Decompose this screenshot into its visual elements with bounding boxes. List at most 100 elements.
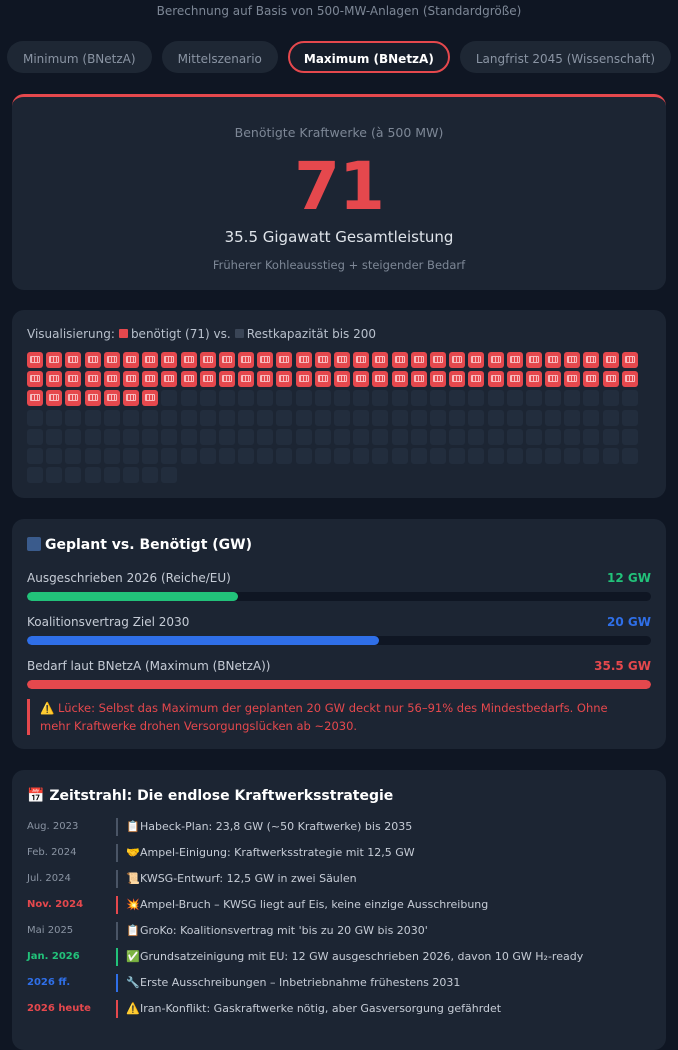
plant-needed-icon xyxy=(27,390,43,407)
plant-rest-cell xyxy=(218,428,235,445)
timeline-text: 📋GroKo: Koalitionsvertrag mit 'bis zu 20… xyxy=(126,924,428,937)
plant-needed-icon xyxy=(583,352,600,368)
timeline-text: 📜KWSG-Entwurf: 12,5 GW in zwei Säulen xyxy=(126,872,357,885)
visualization-card: Visualisierung: benötigt (71) vs. Restkapa… xyxy=(12,310,666,498)
plant-rest-cell xyxy=(314,390,331,407)
timeline-event-text: Ampel-Bruch – KWSG liegt auf Eis, keine … xyxy=(140,898,489,911)
bar-value: 35.5 GW xyxy=(594,659,651,673)
bar-track xyxy=(27,636,651,645)
plant-needed-icon xyxy=(468,352,485,368)
plant-rest-cell xyxy=(545,409,562,426)
plant-rest-cell xyxy=(353,447,370,464)
timeline-text: 🔧Erste Ausschreibungen – Inbetriebnahme … xyxy=(126,976,460,989)
timeline-marker xyxy=(116,922,118,940)
plant-rest-cell xyxy=(295,447,312,464)
timeline-date: 2026 ff. xyxy=(27,977,71,988)
plant-needed-icon xyxy=(583,371,600,388)
plant-needed-icon xyxy=(218,371,235,388)
plant-rest-cell xyxy=(468,447,485,464)
tab-langfrist[interactable]: Langfrist 2045 (Wissenschaft) xyxy=(459,41,672,73)
warning-icon: ⚠️ xyxy=(40,701,55,715)
bar-value: 20 GW xyxy=(607,615,651,629)
timeline-event-text: Ampel-Einigung: Kraftwerksstrategie mit … xyxy=(140,846,415,859)
plant-rest-cell xyxy=(334,428,350,445)
tab-mittelszenario[interactable]: Mittelszenario xyxy=(161,41,278,73)
plant-rest-cell xyxy=(84,467,101,484)
plant-rest-cell xyxy=(583,428,600,445)
plant-rest-cell xyxy=(103,409,120,426)
plant-rest-cell xyxy=(468,390,485,407)
plant-rest-cell xyxy=(391,447,408,464)
plant-rest-cell xyxy=(353,409,370,426)
plant-rest-cell xyxy=(257,447,274,464)
plant-rest-cell xyxy=(122,409,139,426)
viz-legend-rest: Restkapazität bis 200 xyxy=(246,327,377,341)
plant-rest-cell xyxy=(429,390,446,407)
plant-rest-cell xyxy=(276,390,293,407)
plant-rest-cell xyxy=(142,467,159,484)
bar-label: Ausgeschrieben 2026 (Reiche/EU) xyxy=(27,571,231,585)
plant-rest-cell xyxy=(84,409,101,426)
plant-rest-cell xyxy=(314,428,331,445)
plant-needed-icon xyxy=(506,371,523,388)
plant-needed-icon xyxy=(506,352,523,368)
plant-needed-icon xyxy=(161,352,178,368)
plant-rest-cell xyxy=(65,409,82,426)
plant-needed-icon xyxy=(621,352,638,368)
plant-needed-icon xyxy=(429,352,446,368)
scenario-tabs: Minimum (BNetzA) Mittelszenario Maximum … xyxy=(0,41,678,73)
plant-needed-icon xyxy=(84,371,101,388)
bar-fill xyxy=(27,680,651,689)
plant-rest-cell xyxy=(410,390,427,407)
timeline-date: Jul. 2024 xyxy=(27,873,71,884)
plant-needed-icon xyxy=(410,371,427,388)
plant-needed-icon xyxy=(46,390,63,407)
timeline-date: Nov. 2024 xyxy=(27,899,84,910)
plant-rest-cell xyxy=(238,390,255,407)
bar-label: Bedarf laut BNetzA (Maximum (BNetzA)) xyxy=(27,659,271,673)
plant-needed-icon xyxy=(487,352,504,368)
tab-minimum[interactable]: Minimum (BNetzA) xyxy=(6,41,152,73)
plant-rest-cell xyxy=(487,390,504,407)
plant-needed-icon xyxy=(180,352,197,368)
plant-rest-cell xyxy=(487,447,504,464)
plant-rest-cell xyxy=(334,390,350,407)
plant-rest-cell xyxy=(564,409,581,426)
tab-maximum[interactable]: Maximum (BNetzA) xyxy=(287,41,450,73)
plant-rest-cell xyxy=(180,428,197,445)
plant-needed-icon xyxy=(218,352,235,368)
plant-rest-cell xyxy=(199,390,216,407)
plant-rest-cell xyxy=(564,428,581,445)
plant-rest-cell xyxy=(238,428,255,445)
bar-fill xyxy=(27,592,238,601)
plant-needed-icon xyxy=(46,352,63,368)
timeline-card: 📅 Zeitstrahl: Die endlose Kraftwerksstra… xyxy=(12,770,666,1050)
timeline-text: ⚠️Iran-Konflikt: Gaskraftwerke nötig, ab… xyxy=(126,1002,501,1015)
timeline-event-icon: 📋 xyxy=(126,924,140,937)
timeline-item: Jul. 2024 📜KWSG-Entwurf: 12,5 GW in zwei … xyxy=(27,870,657,890)
total-capacity: 35.5 Gigawatt Gesamtleistung xyxy=(224,228,454,246)
plant-rest-cell xyxy=(84,447,101,464)
bar-fill xyxy=(27,636,379,645)
plant-rest-cell xyxy=(583,390,600,407)
plant-needed-icon xyxy=(84,352,101,368)
plant-rest-cell xyxy=(583,409,600,426)
plant-rest-cell xyxy=(429,428,446,445)
plant-needed-icon xyxy=(103,371,120,388)
plant-rest-cell xyxy=(545,428,562,445)
plant-rest-cell xyxy=(391,409,408,426)
plant-needed-icon xyxy=(372,371,389,388)
timeline-title: Zeitstrahl: Die endlose Kraftwerksstrate… xyxy=(49,788,394,804)
plant-rest-cell xyxy=(199,428,216,445)
result-label: Benötigte Kraftwerke (à 500 MW) xyxy=(234,125,444,140)
plant-needed-icon xyxy=(602,352,619,368)
plant-rest-cell xyxy=(27,447,43,464)
plant-needed-icon xyxy=(65,390,82,407)
timeline-date: Feb. 2024 xyxy=(27,847,77,858)
calendar-icon: 📅 xyxy=(27,788,45,804)
plant-needed-icon xyxy=(238,371,255,388)
plant-needed-icon xyxy=(410,352,427,368)
plant-rest-cell xyxy=(218,409,235,426)
plant-rest-cell xyxy=(525,409,542,426)
plant-rest-cell xyxy=(372,390,389,407)
